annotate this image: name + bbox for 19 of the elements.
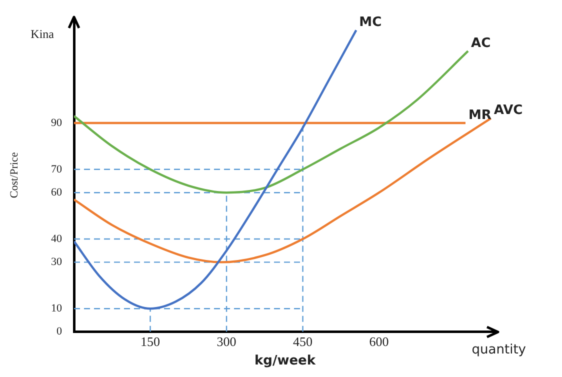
text: quantity: [472, 342, 526, 358]
y-tick-label: 0: [56, 326, 62, 338]
series-label: MC: [359, 15, 382, 30]
x-tick-label: 450: [293, 334, 313, 350]
series-label: MR: [468, 108, 492, 123]
y-tick-label: 60: [51, 186, 62, 198]
x-tick-label: 150: [140, 334, 160, 350]
x-axis-title: kg/week: [254, 354, 316, 369]
y-tick-label: 70: [51, 163, 62, 176]
y-tick-label: 40: [51, 232, 62, 245]
series-label: AC: [471, 36, 491, 51]
series-label: AVC: [494, 103, 523, 118]
y-tick-label: 30: [51, 256, 62, 268]
x-tick-label: 300: [216, 334, 236, 350]
x-tick-label: 600: [369, 334, 389, 350]
text: Kina: [30, 26, 55, 41]
y-tick-label: 90: [51, 116, 62, 129]
y-axis-title: Cost/Price: [8, 152, 20, 198]
y-tick-label: 10: [51, 302, 62, 314]
